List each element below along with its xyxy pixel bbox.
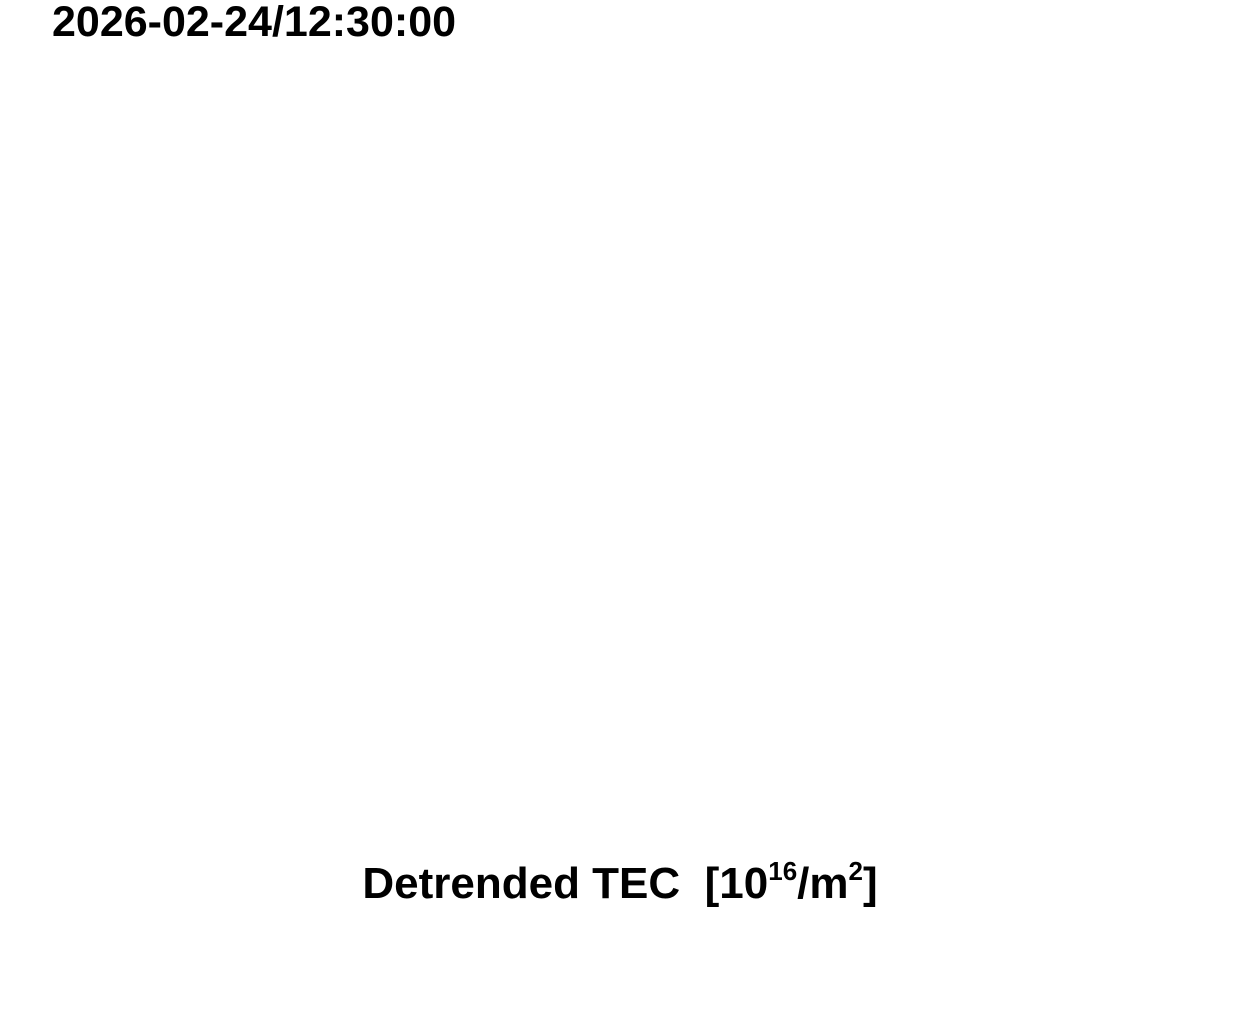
colorbar-title-prefix: Detrended TEC [10	[362, 859, 769, 908]
plot-title: 2026-02-24/12:30:00	[52, 0, 457, 46]
colorbar-title: Detrended TEC [1016/m2]	[0, 856, 1240, 909]
colorbar-title-exp1: 16	[768, 856, 798, 886]
colorbar-title-mid: /m	[797, 859, 849, 908]
colorbar-title-exp2: 2	[848, 856, 863, 886]
colorbar-title-suffix: ]	[862, 859, 878, 908]
